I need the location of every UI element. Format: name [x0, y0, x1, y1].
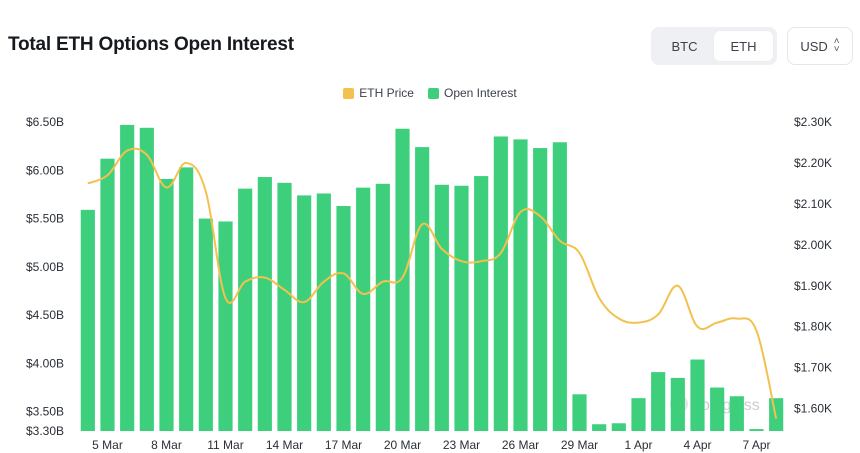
- open-interest-bar[interactable]: [434, 184, 449, 431]
- open-interest-bar[interactable]: [100, 158, 115, 431]
- x-axis-tick-label: 7 Apr: [742, 438, 770, 452]
- open-interest-bar[interactable]: [670, 377, 685, 431]
- currency-select[interactable]: USD ˄ ˅: [787, 27, 853, 65]
- left-axis-tick-label: $5.00B: [26, 260, 64, 274]
- btc-toggle-button[interactable]: BTC: [671, 38, 698, 54]
- chart-legend: ETH Price Open Interest: [0, 86, 860, 100]
- x-axis-tick-label: 8 Mar: [151, 438, 182, 452]
- legend-swatch-open-interest: [427, 87, 439, 99]
- right-axis-tick-label: $2.00K: [794, 238, 832, 252]
- legend-label-eth-price: ETH Price: [359, 86, 414, 100]
- open-interest-bar[interactable]: [631, 398, 646, 431]
- open-interest-bar[interactable]: [257, 177, 272, 431]
- x-axis-tick-label: 23 Mar: [443, 438, 480, 452]
- left-axis-tick-label: $4.00B: [26, 356, 64, 370]
- x-axis-tick-label: 1 Apr: [624, 438, 652, 452]
- left-axis-tick-label: $5.50B: [26, 212, 64, 226]
- open-interest-bar[interactable]: [415, 147, 430, 432]
- right-axis-tick-label: $2.30K: [794, 115, 832, 129]
- open-interest-bar[interactable]: [297, 195, 312, 431]
- legend-item-open-interest[interactable]: Open Interest: [427, 86, 517, 100]
- open-interest-bar[interactable]: [651, 372, 666, 431]
- x-axis-tick-label: 4 Apr: [683, 438, 711, 452]
- open-interest-bar[interactable]: [395, 128, 410, 431]
- open-interest-bar[interactable]: [198, 218, 213, 431]
- x-axis-tick-label: 11 Mar: [207, 438, 243, 452]
- chart-title: Total ETH Options Open Interest: [8, 34, 294, 55]
- currency-value: USD: [800, 38, 828, 54]
- open-interest-bar[interactable]: [729, 396, 744, 431]
- open-interest-bar[interactable]: [120, 124, 135, 432]
- right-axis-tick-label: $1.60K: [794, 402, 832, 416]
- open-interest-bar[interactable]: [218, 221, 233, 431]
- open-interest-bar[interactable]: [179, 167, 194, 431]
- left-axis-tick-label: $6.50B: [26, 115, 64, 129]
- x-axis-tick-label: 14 Mar: [266, 438, 303, 452]
- price-line-layer: [87, 147, 778, 420]
- chevron-updown-icon: ˄ ˅: [833, 36, 840, 55]
- open-interest-bar[interactable]: [710, 387, 725, 431]
- right-axis-tick-label: $1.80K: [794, 320, 832, 334]
- open-interest-bar[interactable]: [159, 178, 174, 431]
- open-interest-bar[interactable]: [277, 182, 292, 431]
- right-axis-tick-label: $1.70K: [794, 361, 832, 375]
- open-interest-bar[interactable]: [749, 429, 764, 431]
- legend-swatch-eth-price: [343, 87, 355, 99]
- right-axis-tick-label: $2.20K: [794, 156, 832, 170]
- asset-toggle: BTC ETH: [651, 27, 777, 65]
- open-interest-bar[interactable]: [493, 136, 508, 432]
- x-axis-tick-label: 29 Mar: [561, 438, 598, 452]
- open-interest-bar[interactable]: [533, 148, 548, 431]
- right-axis-tick-label: $1.90K: [794, 279, 832, 293]
- right-axis: $2.30K $2.20K $2.10K $2.00K $1.90K $1.80K $1.7…: [794, 115, 832, 416]
- legend-label-open-interest: Open Interest: [443, 86, 517, 100]
- eth-toggle-button[interactable]: ETH: [714, 31, 773, 61]
- x-axis-tick-label: 20 Mar: [384, 438, 421, 452]
- open-interest-bar[interactable]: [336, 206, 351, 431]
- open-interest-bar[interactable]: [690, 359, 705, 431]
- open-interest-bar[interactable]: [375, 183, 390, 431]
- open-interest-bar[interactable]: [238, 188, 253, 431]
- open-interest-bar[interactable]: [572, 394, 587, 431]
- open-interest-bar[interactable]: [474, 176, 489, 431]
- open-interest-bar[interactable]: [592, 424, 607, 431]
- x-axis-tick-label: 26 Mar: [502, 438, 539, 452]
- open-interest-bar[interactable]: [80, 209, 95, 431]
- x-axis-tick-label: 17 Mar: [325, 438, 362, 452]
- open-interest-bar[interactable]: [356, 187, 371, 431]
- open-interest-bar[interactable]: [611, 423, 626, 431]
- eth-price-line[interactable]: [87, 147, 778, 420]
- open-interest-bar[interactable]: [552, 142, 567, 431]
- left-axis: $6.50B $6.00B $5.50B $5.00B $4.50B $4.00B $3.5…: [26, 115, 64, 438]
- x-axis-tick-label: 5 Mar: [92, 438, 123, 452]
- open-interest-bar[interactable]: [139, 127, 154, 431]
- open-interest-bar[interactable]: [316, 193, 331, 431]
- legend-item-eth-price[interactable]: ETH Price: [343, 86, 414, 100]
- x-axis: 5 Mar 8 Mar 11 Mar 14 Mar 17 Mar 20 Mar 23 Mar…: [92, 438, 770, 452]
- right-axis-tick-label: $2.10K: [794, 197, 832, 211]
- left-axis-tick-label: $3.50B: [26, 405, 64, 419]
- open-interest-bar[interactable]: [513, 139, 528, 431]
- bars: [80, 124, 784, 432]
- left-axis-tick-label: $4.50B: [26, 308, 64, 322]
- open-interest-bar[interactable]: [454, 185, 469, 431]
- left-axis-tick-label: $3.30B: [26, 424, 64, 438]
- left-axis-tick-label: $6.00B: [26, 163, 64, 177]
